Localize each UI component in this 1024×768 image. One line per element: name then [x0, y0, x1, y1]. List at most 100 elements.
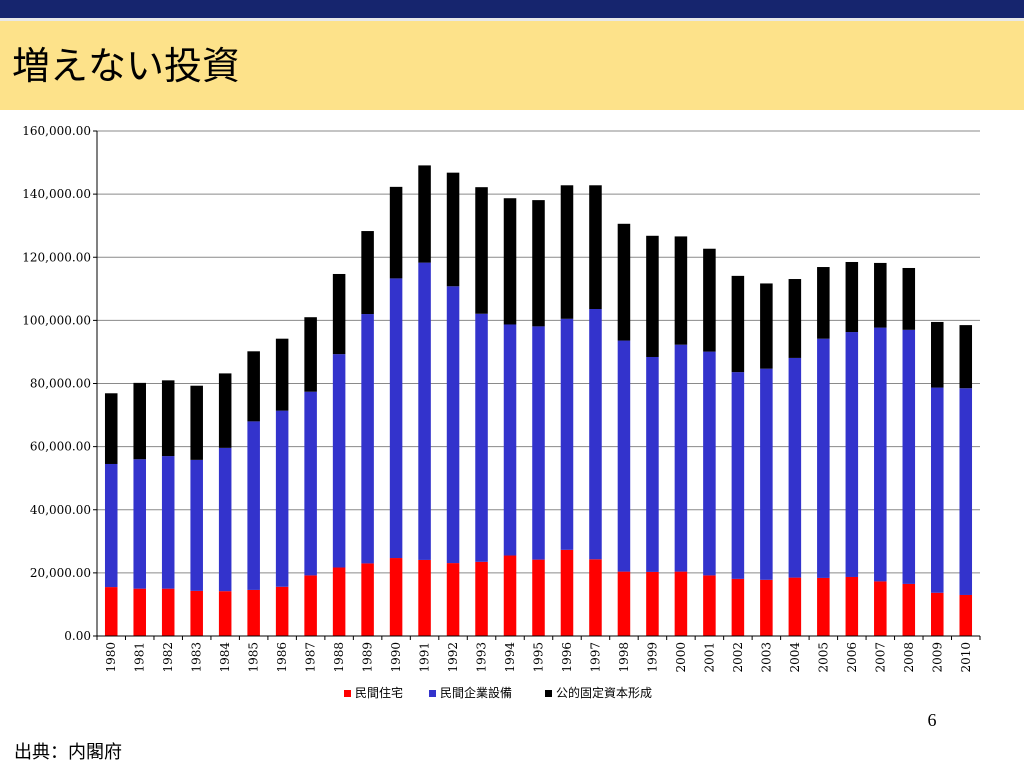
bar-segment [817, 577, 830, 636]
bar-segment [902, 267, 916, 330]
x-tick-label: 2010 [959, 642, 973, 673]
bar-segment [931, 592, 944, 636]
bar-segment [104, 587, 118, 636]
bar-segment [845, 576, 859, 636]
bar-segment [703, 351, 716, 576]
gridlines [97, 130, 980, 574]
x-tick-label: 2009 [930, 642, 944, 673]
bar-segment [275, 338, 289, 411]
bar-segment [674, 344, 688, 572]
bar-segment [731, 372, 745, 579]
bar-segment [959, 325, 973, 389]
bar-segment [418, 559, 431, 636]
bar-segment [646, 356, 659, 572]
bar-segment [475, 187, 488, 314]
bar-segment [760, 283, 773, 369]
bar-segment [532, 200, 545, 327]
bar-segment [161, 588, 175, 636]
bar-segment [275, 410, 289, 587]
bar-segment [931, 321, 944, 388]
bar-segment [247, 421, 260, 590]
x-tick-label: 2001 [702, 642, 716, 673]
header-stripe [0, 0, 1024, 18]
bar-segment [218, 373, 232, 448]
y-tick-label: 160,000.00 [22, 124, 91, 138]
legend-swatch [429, 690, 436, 697]
title-band [0, 21, 1024, 110]
bar-segment [703, 575, 716, 636]
bar-segment [760, 579, 773, 636]
x-tick-label: 1984 [218, 642, 232, 673]
bar-segment [874, 581, 887, 636]
x-tick-label: 1985 [247, 642, 261, 673]
y-tick-label: 80,000.00 [30, 377, 91, 391]
bar-segment [361, 231, 374, 315]
bar-segment [959, 594, 973, 636]
y-tick-label: 100,000.00 [22, 313, 91, 327]
bar-segment [788, 357, 802, 578]
x-tick-label: 1992 [446, 642, 460, 673]
bar-segment [589, 309, 602, 560]
bar-segment [446, 286, 460, 564]
bar-segment [503, 324, 517, 556]
x-tick-label: 1997 [588, 642, 602, 673]
bar-segment [446, 563, 460, 636]
x-tick-label: 2000 [674, 642, 688, 673]
x-tick-label: 2006 [845, 642, 859, 673]
bar-segment [845, 261, 859, 333]
x-tick-label: 1987 [304, 642, 318, 673]
y-tick-label: 40,000.00 [30, 503, 91, 517]
page-title: 増えない投資 [12, 44, 241, 88]
axes [96, 131, 980, 637]
bar-segment [247, 351, 260, 422]
bar-segment [133, 459, 146, 589]
x-tick-label: 1986 [275, 642, 289, 673]
bar-segment [646, 235, 659, 357]
x-tick-label: 2003 [759, 642, 773, 673]
x-tick-label: 2002 [731, 642, 745, 673]
bar-segment [589, 559, 602, 636]
x-tick-label: 1998 [617, 642, 631, 673]
bar-segment [931, 387, 944, 593]
bar-segment [304, 391, 317, 576]
source-note: 出典：内閣府 [14, 742, 122, 763]
bar-segment [190, 590, 203, 636]
bar-segment [247, 589, 260, 636]
legend-label: 民間住宅 [355, 685, 403, 700]
bar-segment [674, 236, 688, 345]
bar-segment [560, 318, 574, 550]
bar-segment [845, 332, 859, 577]
x-tick-label: 1990 [389, 642, 403, 673]
bar-segment [617, 571, 631, 636]
bars [104, 165, 973, 636]
bar-segment [389, 278, 403, 559]
bar-segment [190, 385, 203, 460]
bar-segment [760, 368, 773, 580]
bar-segment [361, 563, 374, 636]
x-tick-label: 1989 [361, 642, 375, 673]
bar-segment [788, 577, 802, 636]
bar-segment [959, 388, 973, 595]
bar-segment [674, 571, 688, 636]
x-tick-label: 1980 [104, 642, 118, 673]
x-tick-label: 1993 [475, 642, 489, 673]
bar-segment [617, 340, 631, 572]
y-axis-ticks: 0.00 20,000.00 40,000.00 60,000.00 80,000.00… [22, 124, 97, 643]
bar-segment [304, 575, 317, 636]
y-tick-label: 20,000.00 [30, 566, 91, 580]
bar-segment [418, 165, 431, 263]
bar-segment [731, 578, 745, 636]
bar-segment [418, 262, 431, 560]
bar-segment [389, 186, 403, 279]
bar-segment [788, 279, 802, 358]
bar-segment [475, 561, 488, 636]
y-tick-label: 140,000.00 [22, 187, 91, 201]
x-tick-label: 2008 [902, 642, 916, 673]
bar-segment [190, 459, 203, 591]
bar-segment [617, 223, 631, 341]
x-tick-label: 2005 [816, 642, 830, 673]
x-tick-label: 1999 [645, 642, 659, 673]
bar-segment [361, 314, 374, 564]
bar-segment [532, 559, 545, 636]
bar-segment [560, 185, 574, 319]
